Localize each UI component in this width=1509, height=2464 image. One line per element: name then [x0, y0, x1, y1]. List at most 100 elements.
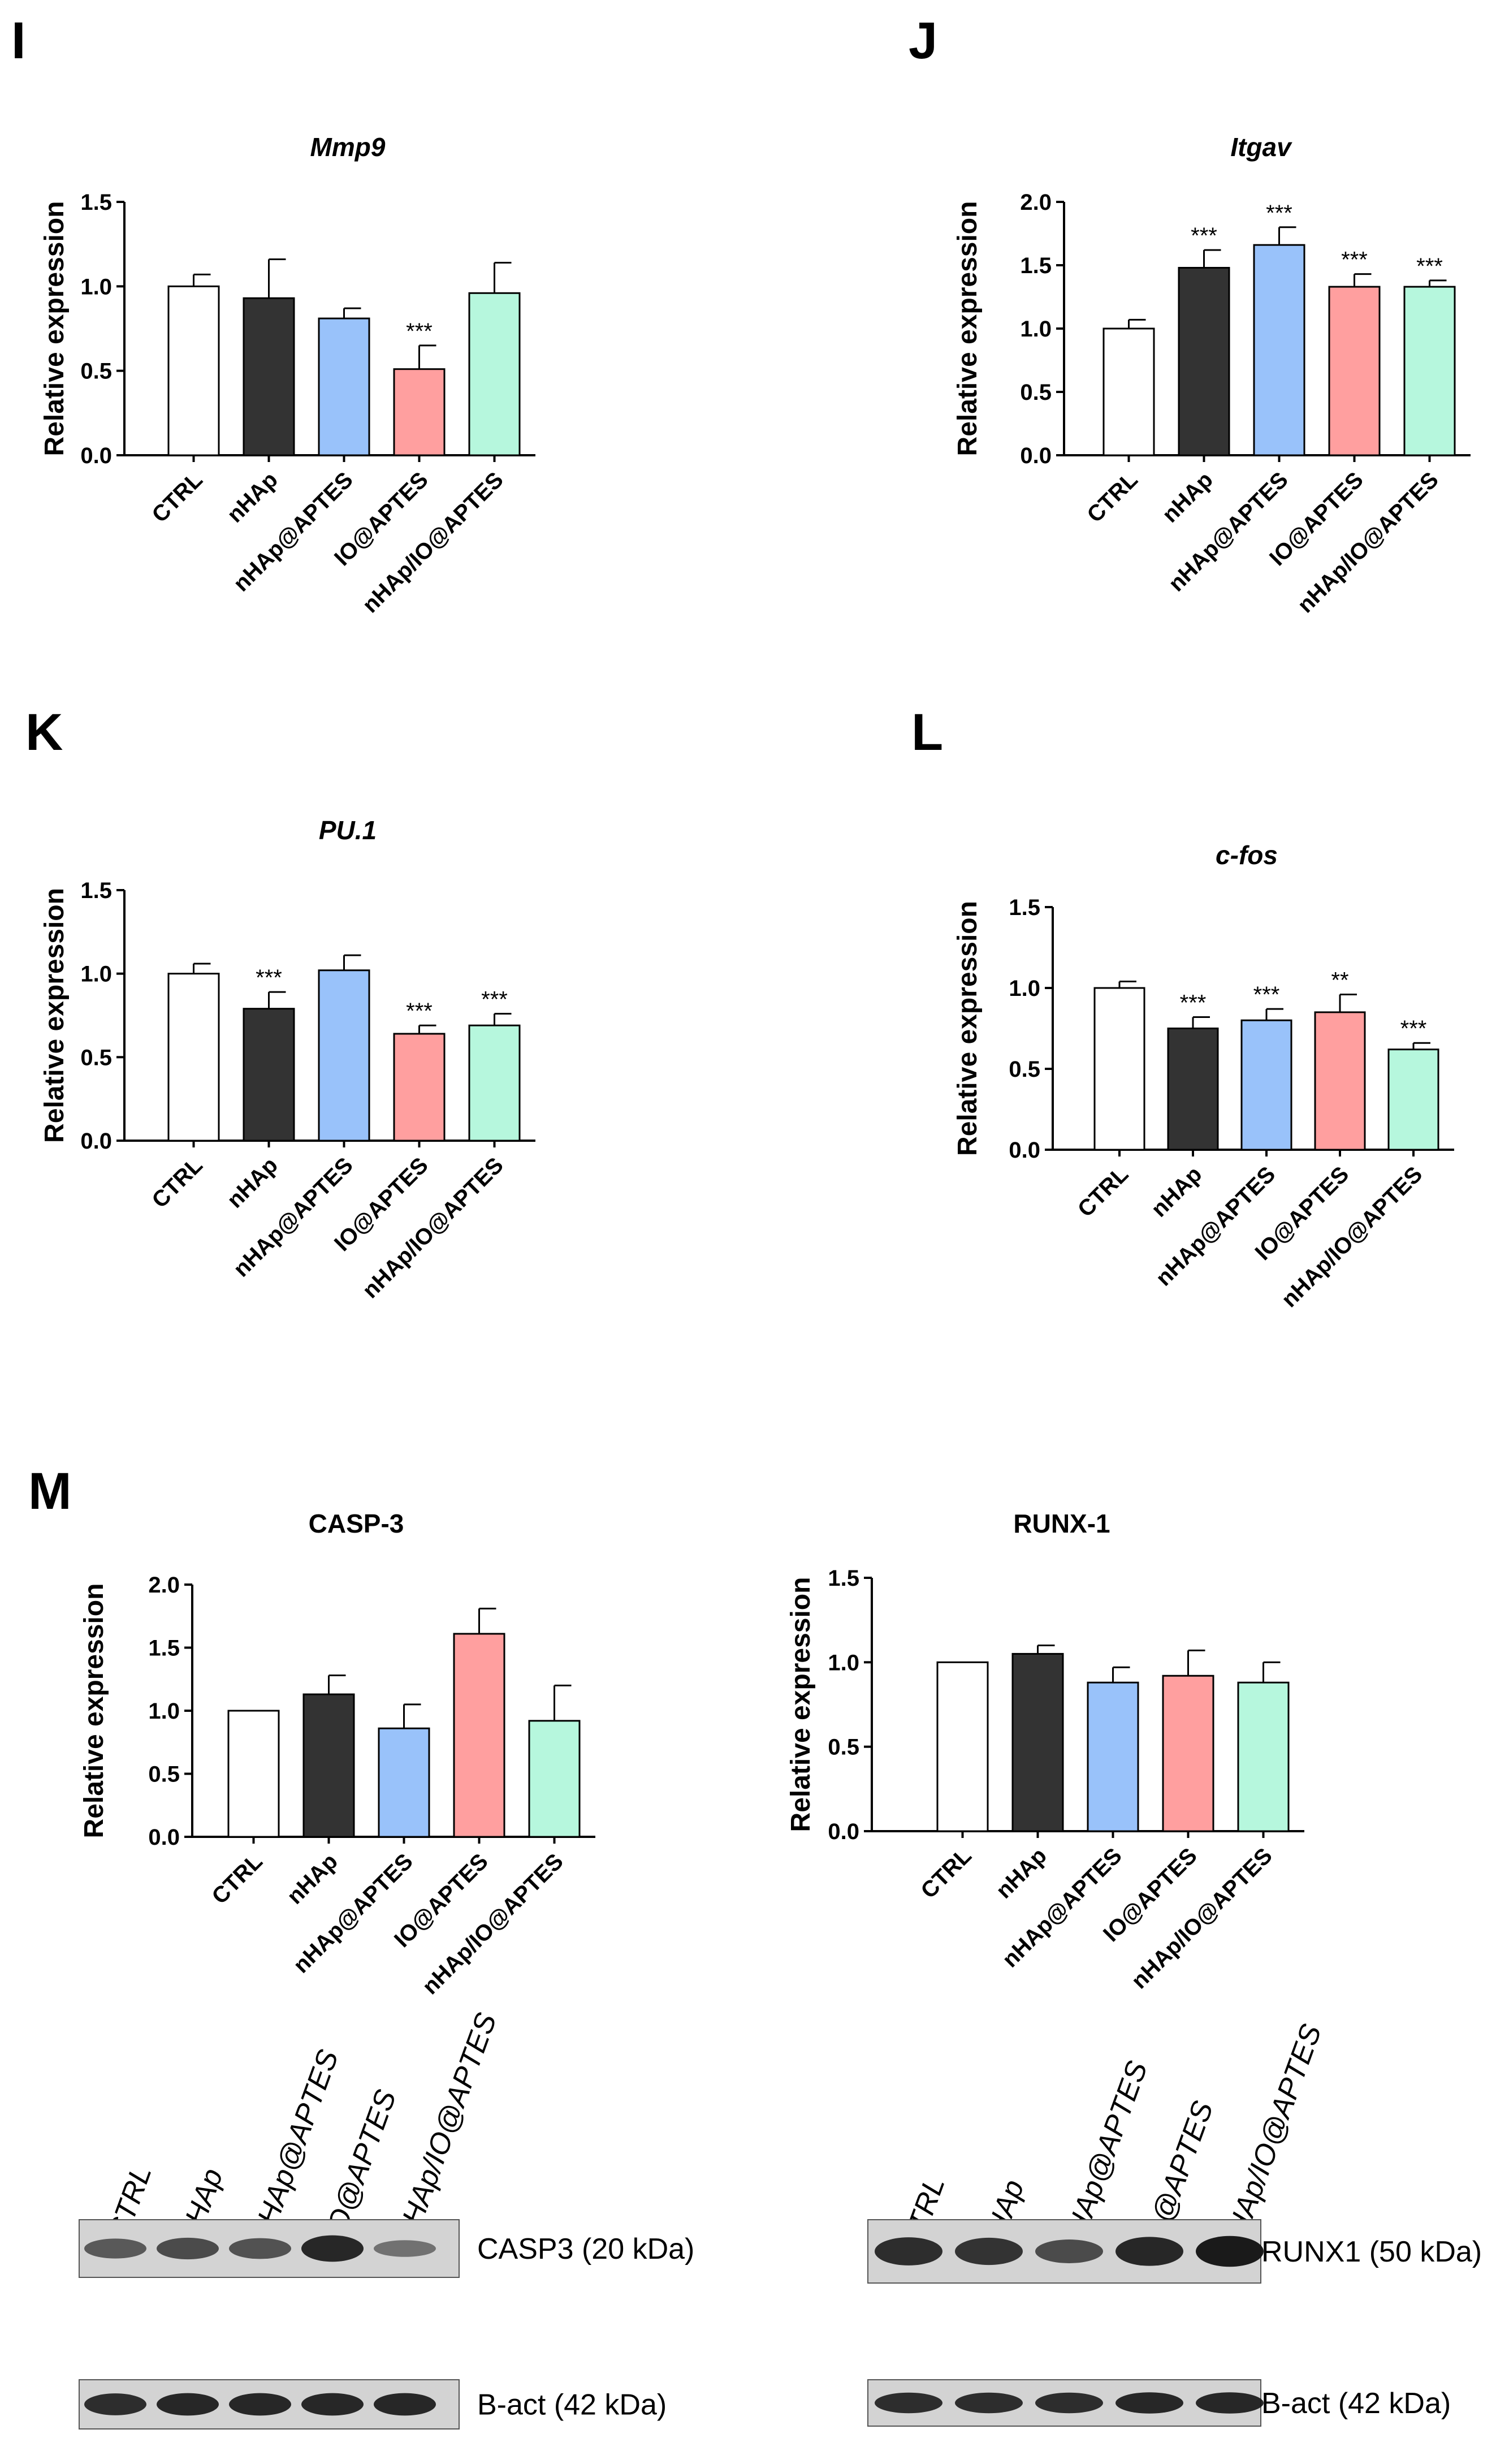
bar-cfos-ctrl	[1093, 987, 1145, 1151]
y-tick-label-runx1: 0.5	[828, 1735, 859, 1760]
y-tick-label-runx1: 1.0	[828, 1650, 859, 1675]
significance-pu1-io-aptes: ***	[406, 999, 433, 1024]
chart-title-pu1: PU.1	[319, 815, 377, 845]
bar-casp3-io-aptes	[453, 1633, 505, 1838]
bar-mmp9-nhap	[243, 297, 295, 456]
significance-itgav-io-aptes: ***	[1341, 248, 1368, 273]
y-tick-label-pu1: 0.0	[80, 1129, 112, 1154]
bar-pu1-nhap-io-aptes	[468, 1024, 521, 1142]
blot-band-b-act-42-kda-ctrl	[84, 2393, 146, 2415]
bar-casp3-nhap-io-aptes	[528, 1720, 581, 1838]
blot-band-runx1-50-kda-nhap-aptes	[1035, 2239, 1103, 2263]
blot-protein-label-runx1-50-kda: RUNX1 (50 kDa)	[1261, 2236, 1482, 2268]
y-axis-label-cfos: Relative expression	[953, 901, 983, 1156]
panel-letter-k: K	[25, 704, 63, 761]
bar-mmp9-ctrl	[167, 285, 220, 456]
blot-protein-label-b-act-42-kda: B-act (42 kDa)	[477, 2389, 667, 2422]
y-axis-label-runx1: Relative expression	[786, 1577, 816, 1832]
significance-cfos-io-aptes: **	[1331, 968, 1348, 992]
bar-runx1-ctrl	[936, 1661, 989, 1832]
blot-band-b-act-42-kda-ctrl	[875, 2392, 942, 2414]
y-tick-label-cfos: 0.0	[1009, 1138, 1040, 1163]
significance-cfos-nhap-aptes: ***	[1253, 982, 1280, 1007]
y-tick-label-runx1: 0.0	[828, 1819, 859, 1844]
blot-band-runx1-50-kda-nhap-io-aptes	[1196, 2236, 1264, 2267]
y-axis-label-casp3: Relative expression	[79, 1583, 109, 1839]
chart-title-casp3: CASP-3	[309, 1509, 404, 1538]
blot-band-b-act-42-kda-nhap-aptes	[229, 2393, 291, 2416]
significance-itgav-nhap-aptes: ***	[1266, 201, 1292, 226]
chart-title-cfos: c-fos	[1216, 840, 1278, 870]
significance-cfos-nhap: ***	[1180, 990, 1207, 1015]
y-tick-label-cfos: 0.5	[1009, 1057, 1040, 1082]
bar-mmp9-io-aptes	[393, 368, 446, 456]
blot-protein-label-b-act-42-kda: B-act (42 kDa)	[1261, 2387, 1451, 2420]
bar-runx1-nhap-aptes	[1087, 1681, 1139, 1832]
bar-casp3-nhap-aptes	[378, 1727, 430, 1838]
panel-letter-m: M	[28, 1462, 72, 1520]
y-tick-label-casp3: 1.5	[148, 1636, 180, 1661]
significance-itgav-nhap-io-aptes: ***	[1416, 254, 1443, 279]
bar-casp3-ctrl	[227, 1710, 280, 1838]
y-tick-label-cfos: 1.0	[1009, 976, 1040, 1001]
blot-band-b-act-42-kda-nhap	[157, 2393, 219, 2416]
panel-letter-l: L	[911, 704, 943, 761]
significance-mmp9-io-aptes: ***	[406, 319, 433, 344]
bar-pu1-nhap-aptes	[318, 969, 370, 1142]
bar-cfos-io-aptes	[1314, 1011, 1366, 1151]
bar-itgav-io-aptes	[1328, 286, 1381, 456]
y-tick-label-mmp9: 0.0	[80, 443, 112, 468]
significance-cfos-nhap-io-aptes: ***	[1400, 1016, 1427, 1041]
y-tick-label-mmp9: 1.5	[80, 190, 112, 215]
y-tick-label-itgav: 1.5	[1020, 253, 1052, 278]
y-tick-label-pu1: 1.5	[80, 878, 112, 903]
bar-mmp9-nhap-aptes	[318, 317, 370, 456]
y-tick-label-casp3: 1.0	[148, 1699, 180, 1724]
y-tick-label-mmp9: 1.0	[80, 274, 112, 299]
y-tick-label-casp3: 0.0	[148, 1825, 180, 1850]
bar-pu1-ctrl	[167, 973, 220, 1142]
blot-band-b-act-42-kda-nhap-io-aptes	[374, 2393, 436, 2416]
bar-pu1-io-aptes	[393, 1033, 446, 1142]
blot-band-b-act-42-kda-nhap-io-aptes	[1196, 2392, 1264, 2414]
significance-pu1-nhap: ***	[256, 965, 282, 990]
significance-itgav-nhap: ***	[1191, 223, 1217, 248]
significance-pu1-nhap-io-aptes: ***	[481, 987, 508, 1012]
blot-band-runx1-50-kda-nhap	[955, 2237, 1023, 2266]
y-tick-label-pu1: 1.0	[80, 962, 112, 987]
blot-band-b-act-42-kda-io-aptes	[301, 2393, 364, 2416]
y-tick-label-itgav: 1.0	[1020, 317, 1052, 342]
blot-band-casp3-20-kda-ctrl	[84, 2238, 146, 2259]
bar-casp3-nhap	[302, 1693, 355, 1838]
blot-band-casp3-20-kda-nhap-aptes	[229, 2238, 291, 2259]
y-axis-label-pu1: Relative expression	[40, 888, 70, 1143]
bar-itgav-nhap-io-aptes	[1403, 286, 1456, 456]
blot-band-b-act-42-kda-nhap-aptes	[1035, 2392, 1103, 2414]
y-tick-label-runx1: 1.5	[828, 1566, 859, 1591]
bar-cfos-nhap-io-aptes	[1387, 1048, 1439, 1151]
bar-mmp9-nhap-io-aptes	[468, 292, 521, 456]
blot-band-casp3-20-kda-nhap-io-aptes	[374, 2240, 436, 2257]
blot-band-casp3-20-kda-nhap	[157, 2237, 219, 2260]
chart-title-runx1: RUNX-1	[1013, 1509, 1110, 1538]
chart-title-mmp9: Mmp9	[310, 132, 386, 162]
bar-pu1-nhap	[243, 1008, 295, 1142]
y-tick-label-itgav: 0.0	[1020, 443, 1052, 468]
y-tick-label-itgav: 2.0	[1020, 190, 1052, 215]
blot-band-casp3-20-kda-io-aptes	[301, 2235, 364, 2262]
panel-letter-j: J	[909, 12, 937, 70]
y-tick-label-casp3: 0.5	[148, 1762, 180, 1787]
blot-band-b-act-42-kda-io-aptes	[1115, 2392, 1183, 2414]
bar-cfos-nhap	[1167, 1028, 1219, 1151]
bar-itgav-nhap	[1178, 266, 1230, 456]
bar-runx1-nhap	[1011, 1652, 1064, 1832]
blot-protein-label-casp3-20-kda: CASP3 (20 kDa)	[477, 2233, 694, 2266]
y-axis-label-itgav: Relative expression	[953, 201, 983, 456]
blot-band-b-act-42-kda-nhap	[955, 2392, 1023, 2414]
y-tick-label-pu1: 0.5	[80, 1045, 112, 1070]
y-tick-label-cfos: 1.5	[1009, 895, 1040, 920]
chart-title-itgav: Itgav	[1230, 132, 1292, 162]
blot-band-runx1-50-kda-ctrl	[875, 2237, 942, 2266]
bar-cfos-nhap-aptes	[1240, 1019, 1292, 1151]
